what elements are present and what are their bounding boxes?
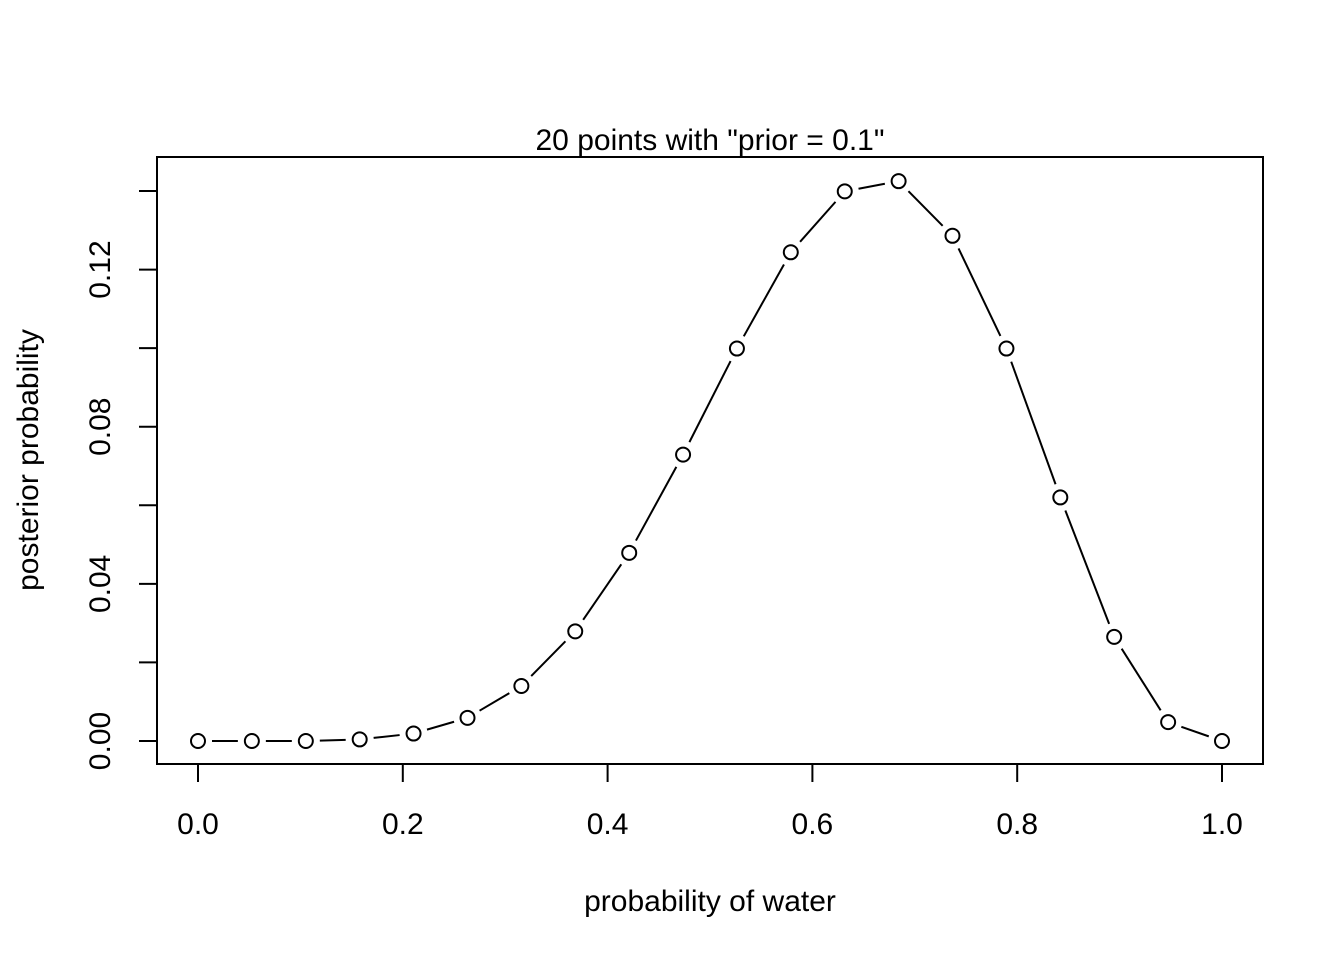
series-line-segment bbox=[1181, 725, 1210, 738]
data-point bbox=[836, 183, 853, 200]
series-line-segment bbox=[1120, 648, 1162, 711]
data-point bbox=[944, 227, 961, 244]
x-axis: 0.0 0.2 0.4 0.6 0.8 1.0 bbox=[177, 764, 1243, 841]
y-tick-label: 0.08 bbox=[84, 398, 117, 456]
x-axis-label: probability of water bbox=[584, 885, 836, 918]
x-tick-label: 0.0 bbox=[177, 808, 219, 841]
y-axis-label: posterior probability bbox=[12, 329, 45, 591]
series-line-segment bbox=[742, 264, 785, 337]
x-tick-label: 0.6 bbox=[792, 808, 834, 841]
y-tick-label: 0.04 bbox=[84, 555, 117, 613]
series-line-segment bbox=[319, 738, 346, 742]
x-tick-label: 0.8 bbox=[996, 808, 1038, 841]
data-point bbox=[243, 733, 260, 749]
data-point bbox=[351, 731, 368, 748]
series-line-segment bbox=[799, 201, 837, 243]
y-tick-label: 0.12 bbox=[84, 240, 117, 298]
data-point bbox=[405, 725, 422, 742]
data-point bbox=[675, 446, 692, 463]
series-line-segment bbox=[1064, 510, 1111, 625]
chart-title: 20 points with "prior = 0.1" bbox=[536, 124, 885, 157]
data-point bbox=[513, 678, 530, 694]
y-axis: 0.00 0.04 0.08 0.12 bbox=[84, 190, 157, 770]
series-line-segment bbox=[858, 182, 886, 190]
x-tick-label: 0.2 bbox=[382, 808, 424, 841]
series-line-segment bbox=[426, 720, 455, 731]
series-line-segment bbox=[907, 190, 944, 227]
data-point bbox=[567, 623, 584, 640]
series-line-segment bbox=[688, 360, 732, 443]
data-point bbox=[728, 340, 745, 357]
series-line-segment bbox=[957, 247, 1002, 337]
data-point bbox=[1160, 714, 1177, 731]
data-point bbox=[890, 173, 907, 190]
x-tick-label: 0.4 bbox=[587, 808, 629, 841]
series-line-segment bbox=[479, 692, 510, 712]
series-line-segment bbox=[530, 640, 567, 677]
series-line-segment bbox=[635, 466, 678, 542]
data-point bbox=[621, 544, 638, 561]
data-point bbox=[190, 733, 206, 749]
series-line-segment bbox=[1010, 361, 1057, 485]
series-line-segment bbox=[582, 563, 623, 621]
plot-frame bbox=[156, 156, 1264, 765]
data-point bbox=[782, 244, 799, 261]
series-layer bbox=[190, 173, 1230, 749]
data-point bbox=[459, 709, 476, 726]
data-point bbox=[1106, 628, 1123, 645]
y-tick-label: 0.00 bbox=[84, 712, 117, 770]
data-point bbox=[297, 733, 314, 749]
x-tick-label: 1.0 bbox=[1201, 808, 1243, 841]
data-point bbox=[998, 340, 1015, 357]
data-point bbox=[1052, 489, 1069, 506]
series-line-segment bbox=[373, 734, 400, 739]
data-point bbox=[1214, 733, 1230, 749]
